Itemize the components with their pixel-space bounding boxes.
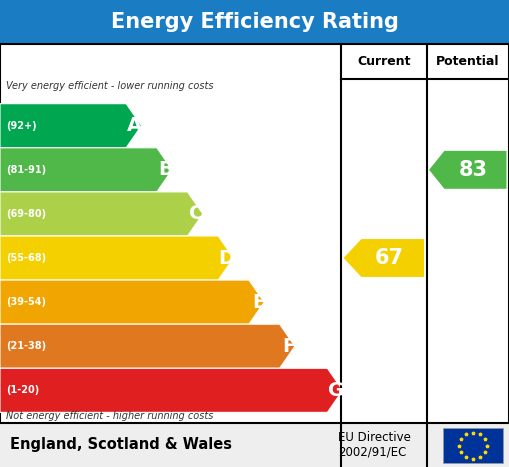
Text: A: A xyxy=(127,116,143,135)
Polygon shape xyxy=(0,236,234,280)
Text: Very energy efficient - lower running costs: Very energy efficient - lower running co… xyxy=(6,81,214,91)
Text: 83: 83 xyxy=(459,160,487,180)
Text: (1-20): (1-20) xyxy=(7,385,40,395)
Text: (92+): (92+) xyxy=(7,121,37,131)
Bar xyxy=(443,428,503,463)
Text: Potential: Potential xyxy=(436,56,499,68)
Bar xyxy=(0,0,509,44)
Text: (39-54): (39-54) xyxy=(7,297,47,307)
Text: England, Scotland & Wales: England, Scotland & Wales xyxy=(10,437,232,453)
Text: Current: Current xyxy=(357,56,411,68)
Text: 67: 67 xyxy=(375,248,403,268)
Text: (21-38): (21-38) xyxy=(7,341,47,351)
Text: (81-91): (81-91) xyxy=(7,165,47,175)
Text: G: G xyxy=(328,381,344,400)
Text: Energy Efficiency Rating: Energy Efficiency Rating xyxy=(110,12,399,32)
Text: C: C xyxy=(189,205,204,223)
Text: E: E xyxy=(252,293,265,311)
Text: Not energy efficient - higher running costs: Not energy efficient - higher running co… xyxy=(6,411,213,421)
Polygon shape xyxy=(0,192,203,236)
Polygon shape xyxy=(0,324,295,368)
Text: F: F xyxy=(282,337,296,356)
Polygon shape xyxy=(0,104,142,148)
Polygon shape xyxy=(344,239,424,277)
Text: D: D xyxy=(218,248,235,268)
Polygon shape xyxy=(0,148,172,192)
Text: (69-80): (69-80) xyxy=(7,209,47,219)
Text: (55-68): (55-68) xyxy=(7,253,47,263)
Bar xyxy=(0,423,509,467)
Text: EU Directive
2002/91/EC: EU Directive 2002/91/EC xyxy=(338,431,411,459)
Polygon shape xyxy=(0,368,343,412)
Polygon shape xyxy=(429,151,506,189)
Polygon shape xyxy=(0,280,264,324)
Text: B: B xyxy=(158,160,173,179)
